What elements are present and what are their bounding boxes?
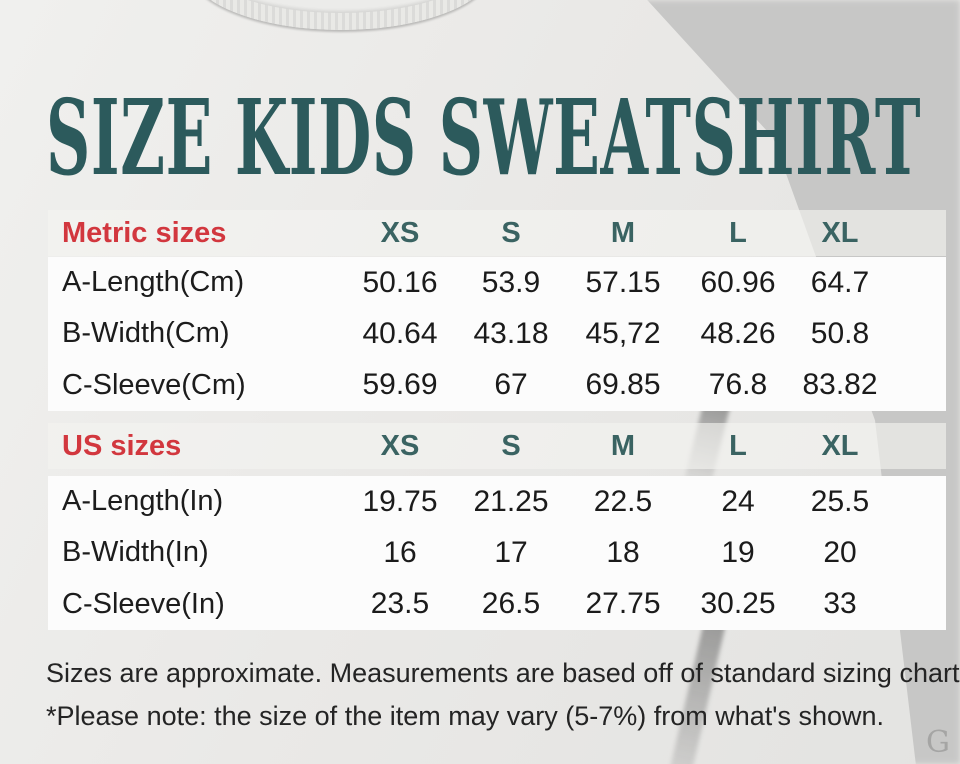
size-value-cell: 40.64 [362, 316, 438, 350]
size-value-cell: 22.5 [593, 484, 653, 518]
row-label: C-Sleeve(In) [62, 587, 225, 620]
size-value-cell: 24 [721, 484, 755, 518]
size-value-cell: 18 [606, 535, 640, 569]
header-row: US sizes XS S M L XL [48, 423, 946, 469]
size-column-header: S [501, 429, 521, 462]
corner-watermark: G [926, 725, 950, 760]
table-row: C-Sleeve(Cm) 59.69 67 69.85 76.8 83.82 [48, 360, 946, 411]
us-rows-block: A-Length(In) 19.75 21.25 22.5 24 25.5 B-… [48, 476, 946, 630]
table-row: B-Width(In) 16 17 18 19 20 [48, 527, 946, 578]
table-row: B-Width(Cm) 40.64 43.18 45,72 48.26 50.8 [48, 308, 946, 359]
size-value-cell: 27.75 [585, 587, 661, 621]
size-value-cell: 23.5 [370, 587, 430, 621]
size-value-cell: 57.15 [585, 265, 661, 299]
size-value-cell: 17 [494, 535, 528, 569]
size-column-header: S [501, 216, 521, 249]
size-column-header: L [729, 429, 747, 462]
size-column-header: XL [821, 429, 859, 462]
size-value-cell: 60.96 [700, 265, 776, 299]
table-row: A-Length(In) 19.75 21.25 22.5 24 25.5 [48, 476, 946, 527]
size-value-cell: 21.25 [473, 484, 549, 518]
size-value-cell: 45,72 [585, 316, 661, 350]
row-label: B-Width(Cm) [62, 317, 230, 350]
size-value-cell: 50.16 [362, 265, 438, 299]
size-column-header: L [729, 216, 747, 249]
size-value-cell: 16 [383, 535, 417, 569]
row-label: C-Sleeve(Cm) [62, 368, 246, 401]
table-row: A-Length(Cm) 50.16 53.9 57.15 60.96 64.7 [48, 257, 946, 308]
size-value-cell: 25.5 [810, 484, 870, 518]
size-value-cell: 26.5 [481, 587, 541, 621]
footnote-line: *Please note: the size of the item may v… [46, 701, 885, 731]
size-value-cell: 76.8 [708, 368, 768, 402]
size-value-cell: 53.9 [481, 265, 541, 299]
section-label: US sizes [62, 429, 182, 462]
size-column-header: XS [380, 216, 420, 249]
sweatshirt-collar [188, 0, 494, 30]
size-value-cell: 19 [721, 535, 755, 569]
metric-rows-block: A-Length(Cm) 50.16 53.9 57.15 60.96 64.7… [48, 257, 946, 411]
size-column-header: XL [821, 216, 859, 249]
row-label: A-Length(Cm) [62, 266, 245, 299]
section-label: Metric sizes [62, 216, 227, 249]
sweatshirt-collar-inner [202, 0, 480, 13]
size-value-cell: 43.18 [473, 316, 549, 350]
table-row: C-Sleeve(In) 23.5 26.5 27.75 30.25 33 [48, 579, 946, 630]
footnotes: Sizes are approximate. Measurements are … [46, 652, 960, 738]
size-column-header: M [610, 429, 636, 462]
header-row: Metric sizes XS S M L XL [48, 210, 946, 256]
size-value-cell: 33 [823, 587, 857, 621]
size-value-cell: 20 [823, 535, 857, 569]
size-value-cell: 48.26 [700, 316, 776, 350]
size-value-cell: 64.7 [810, 265, 870, 299]
row-label: A-Length(In) [62, 485, 224, 518]
size-column-header: XS [380, 429, 420, 462]
size-value-cell: 50.8 [810, 316, 870, 350]
size-value-cell: 83.82 [802, 368, 878, 402]
section-header-metric: Metric sizes XS S M L XL [48, 210, 946, 256]
section-header-us: US sizes XS S M L XL [48, 423, 946, 469]
size-value-cell: 69.85 [585, 368, 661, 402]
size-value-cell: 59.69 [362, 368, 438, 402]
row-label: B-Width(In) [62, 536, 209, 569]
page-title: SIZE KIDS SWEATSHIRT [46, 76, 922, 199]
size-value-cell: 30.25 [700, 587, 776, 621]
size-value-cell: 19.75 [362, 484, 438, 518]
footnote-line: Sizes are approximate. Measurements are … [46, 658, 960, 688]
size-value-cell: 67 [494, 368, 528, 402]
size-column-header: M [610, 216, 636, 249]
